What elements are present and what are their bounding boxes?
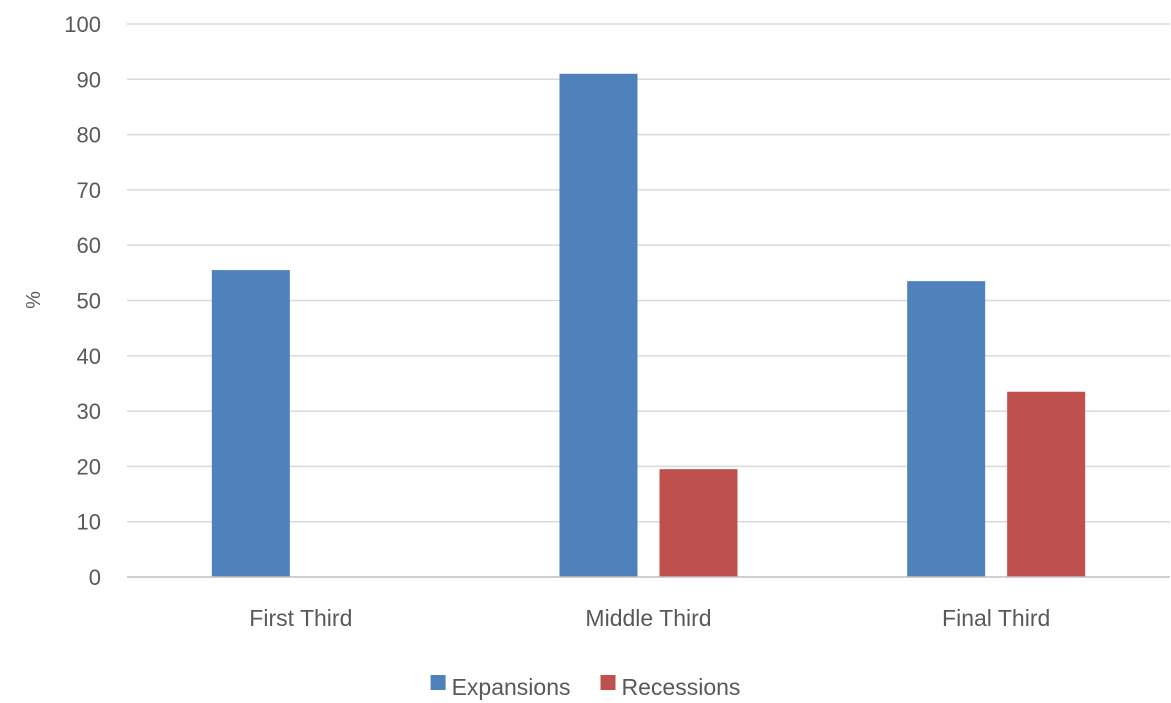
- y-tick-label: 100: [64, 12, 101, 37]
- y-tick-label: 50: [77, 289, 101, 314]
- y-tick-label: 40: [77, 344, 101, 369]
- y-tick-label: 0: [89, 565, 101, 590]
- legend-label: Recessions: [622, 674, 741, 700]
- bar-expansions-1: [211, 270, 290, 577]
- y-tick-label: 90: [77, 67, 101, 92]
- y-axis-ticks: 0 10 20 30 40 50 60 70 80 90 100: [64, 12, 101, 590]
- y-tick-label: 70: [77, 178, 101, 203]
- x-tick-label: Middle Third: [585, 605, 711, 631]
- legend-item-recessions: Recessions: [600, 674, 741, 700]
- y-tick-label: 80: [77, 123, 101, 148]
- legend-swatch: [600, 675, 616, 690]
- y-tick-label: 10: [77, 510, 101, 535]
- legend-item-expansions: Expansions: [430, 674, 571, 700]
- bar-expansions-3: [907, 281, 986, 577]
- y-tick-label: 60: [77, 233, 101, 258]
- legend-label: Expansions: [452, 674, 571, 700]
- y-tick-label: 20: [77, 454, 101, 479]
- x-axis-labels: First Third Middle Third Final Third: [249, 605, 1050, 631]
- gridlines: [127, 23, 1170, 523]
- x-tick-label: Final Third: [942, 605, 1050, 631]
- bar-expansions-2: [559, 73, 638, 578]
- bar-recessions-2: [659, 469, 738, 577]
- bars: [211, 73, 1086, 578]
- legend-swatch: [430, 675, 446, 690]
- y-tick-label: 30: [77, 399, 101, 424]
- legend: Expansions Recessions: [430, 674, 741, 700]
- y-axis-title: %: [23, 291, 45, 309]
- bar-recessions-3: [1007, 391, 1086, 577]
- x-tick-label: First Third: [249, 605, 352, 631]
